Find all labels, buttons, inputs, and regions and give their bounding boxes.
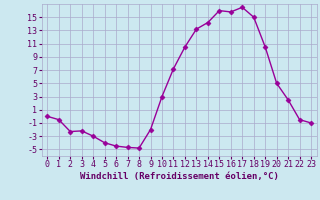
X-axis label: Windchill (Refroidissement éolien,°C): Windchill (Refroidissement éolien,°C) — [80, 172, 279, 181]
